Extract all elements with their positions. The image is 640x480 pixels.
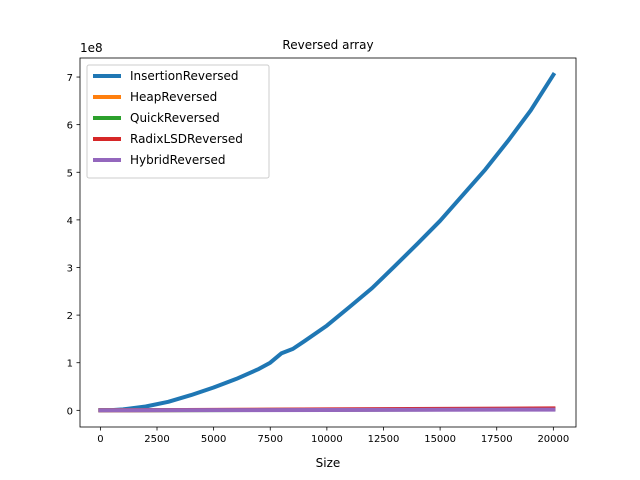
y-tick-label: 0: [67, 406, 73, 417]
x-tick-label: 0: [97, 434, 103, 445]
y-tick-label: 3: [67, 263, 73, 274]
y-scale-label: 1e8: [80, 41, 103, 55]
x-tick-label: 12500: [368, 434, 400, 445]
y-tick-label: 2: [67, 311, 73, 322]
chart-title: Reversed array: [282, 38, 373, 52]
x-tick-label: 7500: [258, 434, 283, 445]
legend-label: QuickReversed: [130, 111, 220, 125]
x-axis-label: Size: [316, 456, 341, 470]
x-tick-label: 5000: [201, 434, 226, 445]
y-tick-label: 4: [67, 216, 73, 227]
legend-label: InsertionReversed: [130, 69, 239, 83]
x-tick-label: 20000: [537, 434, 569, 445]
legend-label: HybridReversed: [130, 153, 225, 167]
x-tick-label: 10000: [311, 434, 343, 445]
plot-area: 0 2500 5000 7500 10000 12500 15000 17500 20000 0 1…: [67, 57, 577, 445]
legend-label: RadixLSDReversed: [130, 132, 243, 146]
y-tick-label: 6: [67, 121, 73, 132]
axes-frame: [79, 57, 577, 428]
series-line-1: [98, 71, 557, 413]
legend-box: [86, 64, 270, 179]
y-tick-label: 1: [67, 359, 73, 370]
series-line-5: [98, 407, 556, 413]
y-tick-label: 5: [67, 168, 73, 179]
x-tick-label: 15000: [424, 434, 456, 445]
y-tick-label: 7: [67, 73, 73, 84]
x-tick-label: 2500: [144, 434, 169, 445]
x-tick-label: 17500: [481, 434, 513, 445]
legend-label: HeapReversed: [130, 90, 217, 104]
